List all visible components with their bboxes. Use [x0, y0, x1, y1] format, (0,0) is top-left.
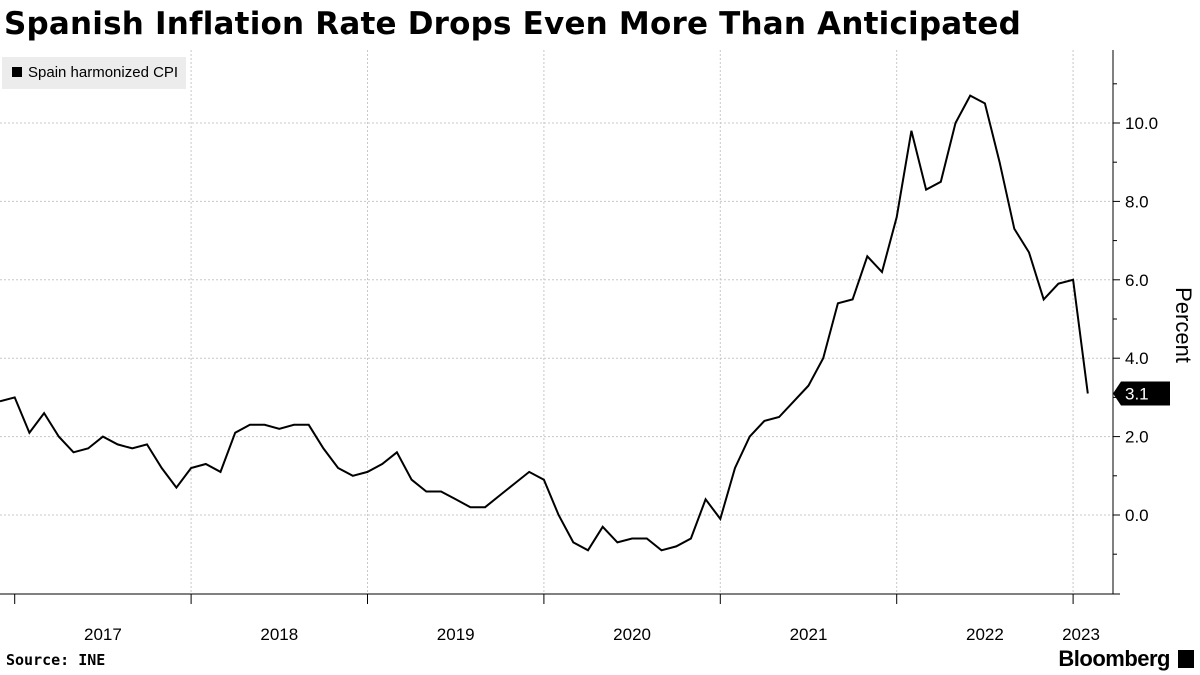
bloomberg-terminal-icon: [1178, 650, 1194, 668]
axes: [0, 50, 1120, 604]
last-value-badge-shape: [1113, 381, 1170, 406]
last-value-label: 3.1: [1125, 384, 1149, 403]
source-note: Source: INE: [6, 651, 106, 669]
series-line-spain-hicp: [0, 94, 1089, 552]
x-tick-label: 2021: [790, 625, 828, 644]
last-value-badge: 3.1: [1113, 381, 1170, 406]
x-tick-label: 2020: [613, 625, 651, 644]
y-tick-label: 2.0: [1125, 428, 1149, 447]
x-tick-label: 2017: [84, 625, 122, 644]
x-tick-label: 2018: [260, 625, 298, 644]
y-axis-title: Percent: [1171, 287, 1196, 363]
labels: 0.0 2.0 4.0 6.0 8.0 10.0 2017 2018 2019 2020 2021 2…: [84, 114, 1196, 644]
legend-swatch-icon: [12, 67, 22, 77]
legend: Spain harmonized CPI: [2, 57, 187, 89]
x-tick-label: 2022: [966, 625, 1004, 644]
brand-logo: Bloomberg: [1058, 646, 1170, 671]
y-tick-label: 10.0: [1125, 114, 1158, 133]
y-tick-label: 0.0: [1125, 506, 1149, 525]
y-tick-label: 4.0: [1125, 349, 1149, 368]
series-layer: [0, 94, 1089, 552]
gridlines: [0, 50, 1113, 594]
x-tick-label: 2023: [1062, 625, 1100, 644]
x-tick-label: 2019: [437, 625, 475, 644]
legend-label: Spain harmonized CPI: [28, 64, 179, 81]
y-tick-label: 6.0: [1125, 271, 1149, 290]
y-tick-label: 8.0: [1125, 192, 1149, 211]
chart-title: Spanish Inflation Rate Drops Even More T…: [4, 6, 1022, 42]
